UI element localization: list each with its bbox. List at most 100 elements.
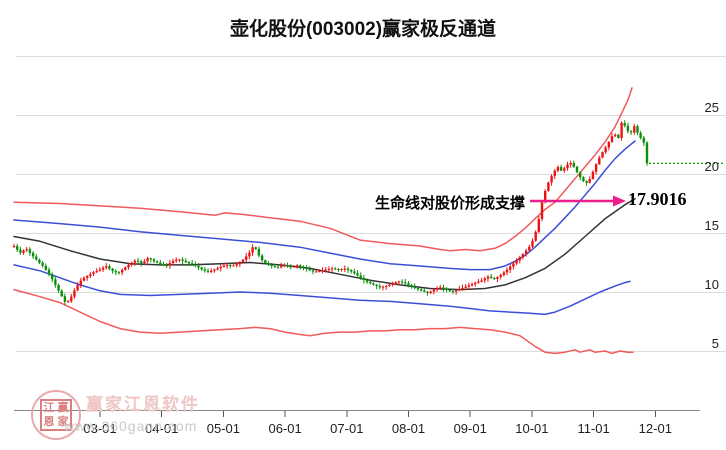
candle-body [470,284,474,286]
candle-body [579,172,582,178]
candle-body [639,132,642,138]
candle-body [566,164,569,169]
candle-body [509,266,512,270]
candle-body [155,261,159,263]
candle-body [63,296,67,302]
x-axis-label: 08-01 [392,421,425,436]
logo-char: 恩 [43,415,55,428]
candle-body [537,219,540,232]
candle-body [588,179,591,183]
candle-body [162,263,165,266]
candle-body [442,287,445,289]
candle-body [302,266,305,268]
candle-body [620,123,623,138]
candle-body [607,141,610,148]
candle-body [178,259,181,261]
candle-body [642,137,645,143]
y-axis-label: 10 [705,277,719,292]
candle-body [397,281,401,283]
candle-body [429,291,432,293]
candle-body [19,249,22,253]
candle-body [124,267,127,270]
candle-body [73,290,76,297]
candle-body [95,270,98,273]
candle-body [614,134,617,137]
candle-body [423,290,426,292]
candle-body [289,266,292,268]
watermark-brand-text: 赢家江恩软件 [86,395,200,414]
candle-body [499,274,502,277]
candle-body [480,280,483,282]
candle-body [149,258,152,260]
candle-body [356,273,359,276]
candle-body [194,264,197,266]
candle-body [292,265,296,267]
candle-body [518,257,521,261]
candle-body [41,262,44,266]
candle-body [321,270,324,272]
candle-body [375,284,378,286]
candle-body [330,268,334,270]
candle-body [238,262,241,265]
logo-char: 江 [43,401,55,414]
lower-red-line [13,288,634,355]
candle-body [175,259,178,261]
candle-body [426,291,429,293]
candle-body [190,263,194,265]
candle-body [467,285,471,287]
candle-body [407,283,410,286]
candle-body [359,275,362,278]
candle-body [410,285,413,287]
candle-body [445,288,448,290]
candle-body [210,270,213,272]
candle-body [372,283,375,285]
candle-body [248,252,251,257]
candle-body [305,267,308,270]
upper-red-line [13,87,633,252]
candle-body [394,282,397,284]
candle-body [521,254,525,258]
candle-body [388,284,391,287]
candle-body [203,269,207,271]
candle-body [563,168,566,171]
candle-body [60,290,63,297]
candle-body [165,265,168,267]
candle-body [556,167,560,171]
candle-body [553,170,556,176]
candle-body [575,166,579,173]
candle-body [489,276,493,278]
candle-body [127,264,130,268]
candle-body [337,269,340,270]
candle-body [483,278,486,281]
candle-body [200,267,203,270]
candle-body [629,131,633,133]
candle-body [308,269,311,271]
candle-body [315,271,318,273]
candle-body [391,283,394,285]
candle-body [531,240,534,247]
candle-body [550,175,553,183]
brand-logo-square: 江 赢 恩 家 [40,399,72,431]
candle-body [245,256,248,260]
candle-body [38,259,41,263]
candle-body [617,134,620,138]
candle-body [251,247,254,253]
candle-body [534,231,537,241]
candle-body [636,126,639,133]
candle-body [585,181,588,183]
candle-body [591,171,595,179]
x-axis-label: 10-01 [515,421,548,436]
candle-body [362,278,366,281]
candle-body [232,265,235,267]
candle-body [633,126,636,133]
support-arrow-head [613,195,626,207]
candle-body [458,289,461,291]
candle-body [229,265,232,267]
candle-body [547,182,550,191]
candle-body [515,260,518,264]
candle-body [235,264,238,266]
candle-body [216,268,219,270]
candle-body [105,266,108,268]
candle-body [461,287,464,290]
